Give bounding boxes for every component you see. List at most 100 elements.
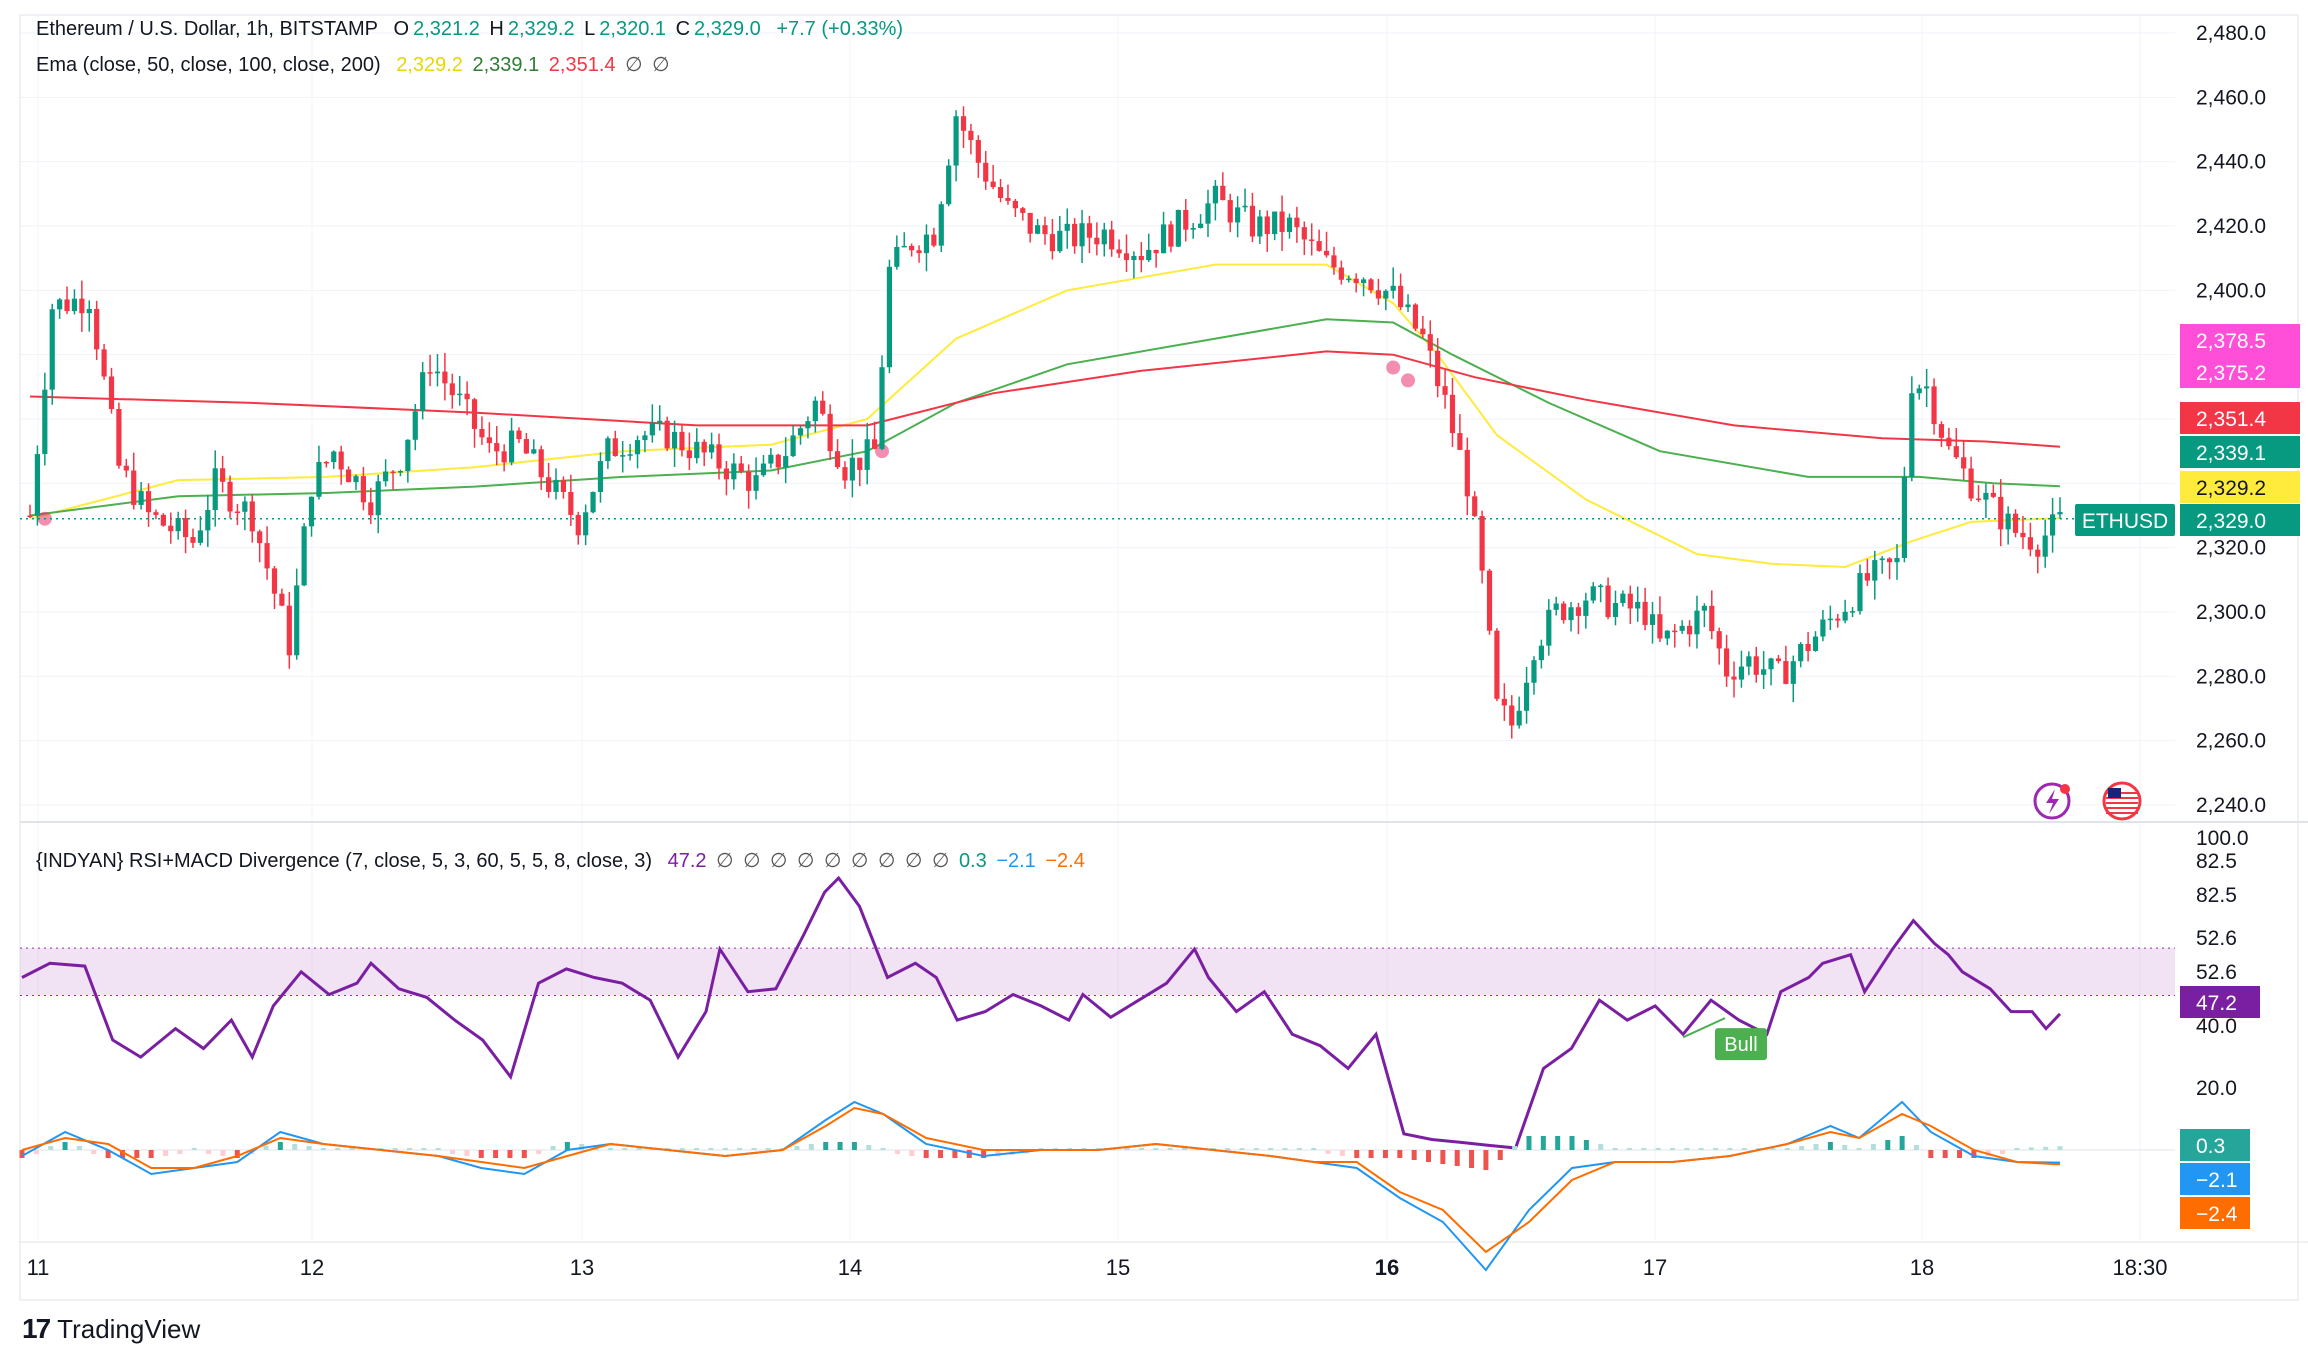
symbol-tag-bg	[2075, 504, 2175, 536]
candle-body	[138, 491, 144, 505]
candle-body	[1353, 278, 1359, 284]
signal-value: −2.4	[1045, 850, 1085, 872]
candle-body	[1938, 424, 1945, 438]
candle-body	[501, 451, 507, 463]
rsi-tick: 82.5	[2196, 850, 2237, 873]
tradingview-footer[interactable]: 17 TradingView	[22, 1313, 200, 1345]
candle-body	[983, 162, 989, 182]
macd-hist-bar	[622, 1148, 628, 1150]
macd-hist-bar	[1296, 1148, 1302, 1150]
macd-hist-bar	[1483, 1150, 1489, 1170]
candle-body	[242, 501, 248, 512]
ema-lines	[20, 263, 2175, 569]
candle-body	[1146, 249, 1152, 261]
macd-hist-bar	[1325, 1150, 1331, 1154]
macd-hist-bar	[1368, 1150, 1374, 1158]
candle-body	[1894, 557, 1900, 563]
macd-hist-bar	[1842, 1145, 1848, 1150]
candle-body	[746, 471, 752, 491]
rsi-line	[21, 875, 2062, 1150]
candle-body	[723, 468, 730, 480]
candle-body	[1746, 656, 1752, 667]
macd-hist-bar	[1913, 1145, 1919, 1150]
macd-hist-bar	[536, 1150, 542, 1154]
price-tick: 2,260.0	[2196, 730, 2266, 753]
candle-body	[1346, 278, 1352, 281]
candle-body	[1835, 618, 1841, 621]
candle-body	[990, 181, 996, 188]
candle-body	[1598, 585, 1604, 588]
candle-body	[2049, 514, 2056, 536]
candle-body	[1568, 607, 1574, 621]
indicator-header: {INDYAN} RSI+MACD Divergence (7, close, …	[36, 848, 1089, 873]
candle-body	[909, 245, 915, 251]
candle-body	[546, 477, 552, 492]
candle-body	[345, 469, 352, 483]
macd-hist-bar	[1626, 1148, 1632, 1150]
candle-body	[1398, 285, 1404, 308]
macd-hist-bar	[1354, 1150, 1360, 1158]
macd-hist-bar	[2000, 1150, 2006, 1154]
macd-hist-bar	[2028, 1147, 2034, 1150]
candle-body	[1983, 492, 1989, 500]
candle-body	[568, 492, 574, 515]
macd-hist-bar	[1454, 1150, 1460, 1166]
candle-body	[1057, 230, 1063, 252]
macd-label: −2.1	[2196, 1169, 2237, 1192]
time-tick: 18	[1910, 1255, 1934, 1280]
candle-body	[153, 512, 159, 515]
ema-title: Ema (close, 50, close, 100, close, 200)	[36, 54, 381, 76]
candle-body	[1716, 631, 1722, 649]
macd-hist-bar	[1268, 1148, 1274, 1150]
macd-hist-bar	[1282, 1148, 1288, 1150]
grid	[19, 14, 2308, 1301]
ema-line-ema100	[29, 318, 2061, 517]
candle-body	[575, 514, 581, 536]
price-tick: 2,280.0	[2196, 665, 2266, 688]
candle-body	[1405, 304, 1411, 308]
macd-hist-bar	[48, 1146, 54, 1150]
candle-body	[279, 593, 285, 606]
candle-body	[123, 465, 129, 471]
price-label-bg	[2180, 356, 2300, 388]
macd-hist-bar	[1311, 1148, 1317, 1150]
candle-body	[1086, 223, 1093, 238]
rsi-tick: 82.5	[2196, 884, 2237, 907]
candle-body	[664, 420, 670, 449]
ind-val-8: ∅	[904, 850, 923, 872]
macd-hist-bar	[1569, 1136, 1575, 1150]
macd-hist-bar	[1182, 1148, 1188, 1150]
macd-hist-bar	[349, 1148, 355, 1150]
macd-hist-bar	[1669, 1148, 1675, 1150]
candle-body	[1472, 496, 1478, 517]
change-value: +7.7 (+0.33%)	[776, 18, 904, 40]
macd-hist-bar	[1799, 1146, 1805, 1150]
macd-hist-bar	[148, 1150, 154, 1158]
ema-cross-marker	[1401, 373, 1416, 388]
candle-body	[1679, 625, 1685, 631]
candle-body	[620, 455, 626, 457]
candle-body	[583, 512, 589, 536]
chart-icons	[2033, 781, 2142, 821]
macd-hist-bar	[837, 1142, 843, 1150]
candle-body	[1849, 611, 1856, 613]
candle-body	[338, 451, 344, 470]
rsi-tick: 52.6	[2196, 927, 2237, 950]
macd-hist-bar	[550, 1146, 556, 1150]
candle-body	[1805, 643, 1811, 651]
candle-body	[42, 389, 48, 455]
ema50-value: 2,329.2	[396, 54, 463, 76]
macd-hist-bar	[1239, 1148, 1245, 1150]
candle-body	[1872, 560, 1878, 581]
candle-body	[531, 449, 537, 454]
candle-body	[1887, 558, 1893, 563]
candle-body	[1331, 255, 1337, 268]
macd-hist-bar	[407, 1148, 413, 1150]
candle-body	[753, 475, 759, 491]
macd-hist-bar	[306, 1146, 312, 1150]
candle-body	[790, 435, 796, 457]
macd-hist-bar	[119, 1150, 125, 1158]
time-tick: 11	[27, 1255, 50, 1280]
macd-hist-bar	[1225, 1148, 1231, 1150]
